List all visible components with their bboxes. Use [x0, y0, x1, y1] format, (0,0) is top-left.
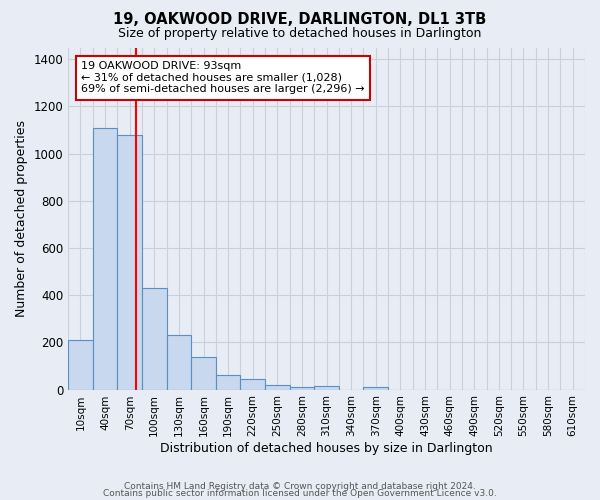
Text: Contains public sector information licensed under the Open Government Licence v3: Contains public sector information licen… [103, 490, 497, 498]
Bar [118, 135, 142, 390]
Bar [265, 385, 290, 390]
Bar [167, 336, 191, 390]
Bar [68, 340, 93, 390]
Bar [314, 386, 339, 390]
X-axis label: Distribution of detached houses by size in Darlington: Distribution of detached houses by size … [160, 442, 493, 455]
Text: 19, OAKWOOD DRIVE, DARLINGTON, DL1 3TB: 19, OAKWOOD DRIVE, DARLINGTON, DL1 3TB [113, 12, 487, 28]
Text: Contains HM Land Registry data © Crown copyright and database right 2024.: Contains HM Land Registry data © Crown c… [124, 482, 476, 491]
Text: 19 OAKWOOD DRIVE: 93sqm
← 31% of detached houses are smaller (1,028)
69% of semi: 19 OAKWOOD DRIVE: 93sqm ← 31% of detache… [81, 61, 365, 94]
Bar [364, 387, 388, 390]
Bar [290, 387, 314, 390]
Text: Size of property relative to detached houses in Darlington: Size of property relative to detached ho… [118, 28, 482, 40]
Bar [93, 128, 118, 390]
Bar [241, 379, 265, 390]
Bar [216, 376, 241, 390]
Y-axis label: Number of detached properties: Number of detached properties [15, 120, 28, 317]
Bar [191, 356, 216, 390]
Bar [142, 288, 167, 390]
